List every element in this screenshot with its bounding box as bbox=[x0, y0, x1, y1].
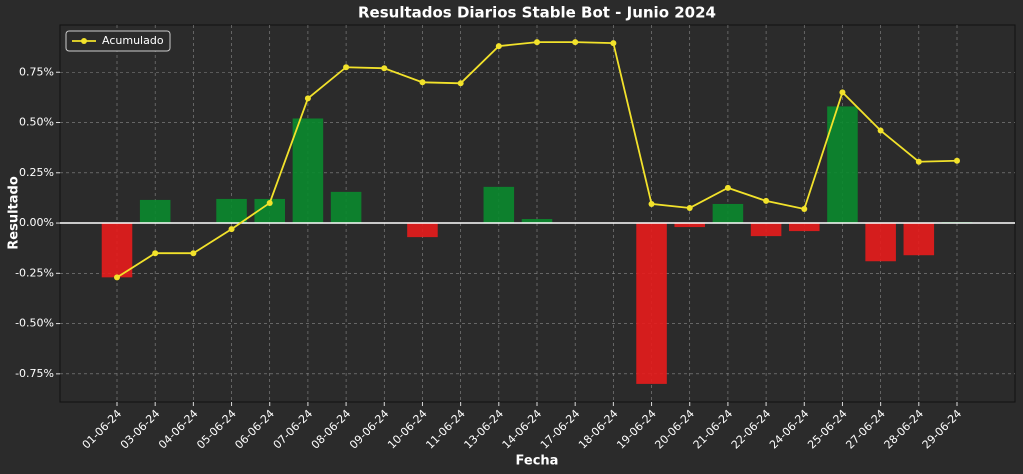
legend: Acumulado bbox=[65, 30, 171, 52]
bar bbox=[750, 223, 782, 237]
line-point bbox=[954, 157, 960, 164]
line-point bbox=[915, 158, 922, 165]
bar bbox=[292, 118, 324, 224]
line-point bbox=[686, 204, 693, 211]
line-point bbox=[419, 79, 426, 86]
y-tick-label: 0.50% bbox=[19, 116, 54, 129]
line-point bbox=[152, 250, 159, 257]
line-point bbox=[839, 89, 846, 96]
line-point bbox=[457, 80, 464, 87]
bar bbox=[330, 191, 362, 224]
bar bbox=[903, 223, 935, 256]
bar bbox=[101, 223, 133, 278]
y-tick-label: 0.75% bbox=[19, 65, 54, 78]
x-axis-label: Fecha bbox=[516, 454, 559, 469]
legend-marker bbox=[81, 38, 87, 44]
line-point bbox=[763, 197, 770, 204]
line-point bbox=[228, 226, 235, 233]
legend-box bbox=[65, 30, 171, 52]
legend-label: Acumulado bbox=[102, 34, 164, 47]
line-point bbox=[534, 39, 540, 46]
bar bbox=[865, 223, 896, 262]
bar bbox=[521, 219, 553, 224]
bar bbox=[139, 199, 171, 224]
y-tick-label: -0.50% bbox=[15, 317, 54, 330]
y-tick-label: 0.25% bbox=[19, 166, 54, 179]
bar bbox=[483, 186, 515, 224]
y-tick-label: -0.75% bbox=[15, 367, 54, 380]
bar bbox=[674, 223, 705, 228]
bar bbox=[407, 223, 438, 238]
line-point bbox=[114, 274, 120, 281]
line-point bbox=[304, 95, 311, 102]
line-point bbox=[190, 250, 197, 257]
line-point bbox=[495, 43, 502, 50]
line-point bbox=[266, 199, 273, 206]
line-point bbox=[610, 40, 617, 47]
bar bbox=[216, 198, 247, 224]
line-point bbox=[877, 127, 884, 134]
line-point bbox=[724, 184, 731, 191]
y-tick-label: -0.25% bbox=[15, 266, 54, 279]
y-tick-label: 0.00% bbox=[19, 216, 54, 229]
line-point bbox=[648, 200, 655, 207]
line-point bbox=[343, 64, 350, 71]
chart-title: Resultados Diarios Stable Bot - Junio 20… bbox=[358, 4, 716, 22]
line-point bbox=[801, 205, 808, 212]
line-point bbox=[572, 39, 579, 46]
y-axis-label: Resultado bbox=[7, 176, 22, 250]
line-point bbox=[381, 65, 388, 72]
bar bbox=[712, 203, 744, 224]
bar bbox=[636, 223, 667, 384]
bar bbox=[789, 223, 820, 232]
